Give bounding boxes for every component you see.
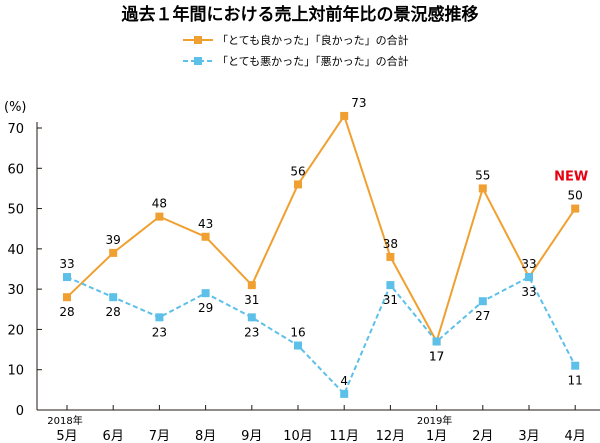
x-tick-label: 9月 [241,429,262,443]
series-1-point [294,341,302,350]
x-tick-label: 10月 [283,429,313,443]
series-0-point [109,248,118,257]
series-0-point [201,232,210,241]
series-line-1 [66,276,577,395]
data-label: 23 [244,325,259,339]
data-label: 28 [106,305,121,319]
series-1-point [63,273,71,282]
year-label: 2019年 [417,414,452,427]
axes [36,122,600,411]
data-label: 50 [568,189,583,203]
data-label: 23 [152,325,167,339]
y-axis-unit-label: (%) [4,100,27,115]
data-label: 16 [290,326,305,340]
x-tick-label: 2月 [472,429,493,443]
x-tick-label: 11月 [329,429,359,443]
series-0-point [478,184,487,193]
series-0-point [247,281,256,290]
data-label: 33 [521,257,536,271]
y-tick-label: 30 [7,283,24,298]
y-tick-label: 40 [7,243,24,258]
x-tick-label: 6月 [103,429,124,443]
data-label: 29 [198,301,213,315]
series-1-point [478,297,487,306]
data-label: 4 [340,374,348,388]
series-0-point [386,252,395,261]
legend-label-good: 「とても良かった」「良かった」の合計 [217,33,409,47]
y-tick-label: 10 [7,364,24,379]
series-1-point [386,281,395,290]
y-tick-label: 70 [7,122,24,137]
year-label: 2018年 [47,414,82,427]
data-label: 73 [351,96,366,110]
x-tick-label: 7月 [149,429,170,443]
series-0-point [63,293,71,302]
series-0-point [571,204,580,213]
x-tick-label: 12月 [376,429,406,443]
series-1-point [340,389,349,398]
series-1-point [155,313,164,322]
chart-title: 過去１年間における売上対前年比の景況感推移 [122,4,479,25]
series-1-point [525,273,533,282]
data-label: 17 [429,350,444,364]
data-label: 31 [244,293,259,307]
x-axis-ticks: 5月 6月 7月 8月 9月 10月 11月 12月 1月 2月 3月 4月 2018年 2019年 [47,405,586,443]
legend: 「とても良かった」「良かった」の合計 「とても悪かった」「悪かった」の合計 [183,33,409,68]
data-label: 43 [198,217,213,231]
new-badge: NEW [554,170,588,185]
x-tick-label: 1月 [426,429,447,443]
data-label: 28 [59,305,74,319]
data-label: 56 [290,164,305,178]
data-label: 33 [521,285,536,299]
data-label: 38 [383,237,398,251]
data-label: 31 [383,293,398,307]
data-label: 33 [59,257,74,271]
series-layer [63,111,580,398]
data-label: 27 [475,309,490,323]
data-label: 55 [475,168,490,182]
legend-marker-good [194,36,202,44]
data-label: 48 [152,197,167,211]
y-tick-label: 60 [7,162,24,177]
data-labels: 28 39 48 43 31 56 73 38 17 55 33 50 33 28 23 29 23 16 4 31 1… [59,96,588,388]
series-0-point [155,212,164,221]
y-tick-label: 0 [16,404,24,419]
legend-label-bad: 「とても悪かった」「悪かった」の合計 [217,54,409,68]
series-1-point [109,293,118,302]
series-line-0 [66,114,577,343]
series-0-point [340,111,349,120]
series-1-point [201,289,210,298]
series-0-point [294,180,302,189]
data-label: 17 [429,350,444,364]
x-tick-label: 3月 [518,429,539,443]
y-tick-label: 20 [7,323,24,338]
series-1-point [432,337,441,346]
y-tick-label: 50 [7,203,24,218]
data-label: 39 [106,233,121,247]
y-axis-ticks: 0 10 20 30 40 50 60 70 [7,122,42,419]
legend-marker-bad [194,57,202,65]
series-1-point [571,361,580,370]
x-tick-label: 5月 [56,429,77,443]
data-label: 11 [568,374,583,388]
x-tick-label: 8月 [195,429,216,443]
series-1-point [247,313,256,322]
x-tick-label: 4月 [565,429,586,443]
